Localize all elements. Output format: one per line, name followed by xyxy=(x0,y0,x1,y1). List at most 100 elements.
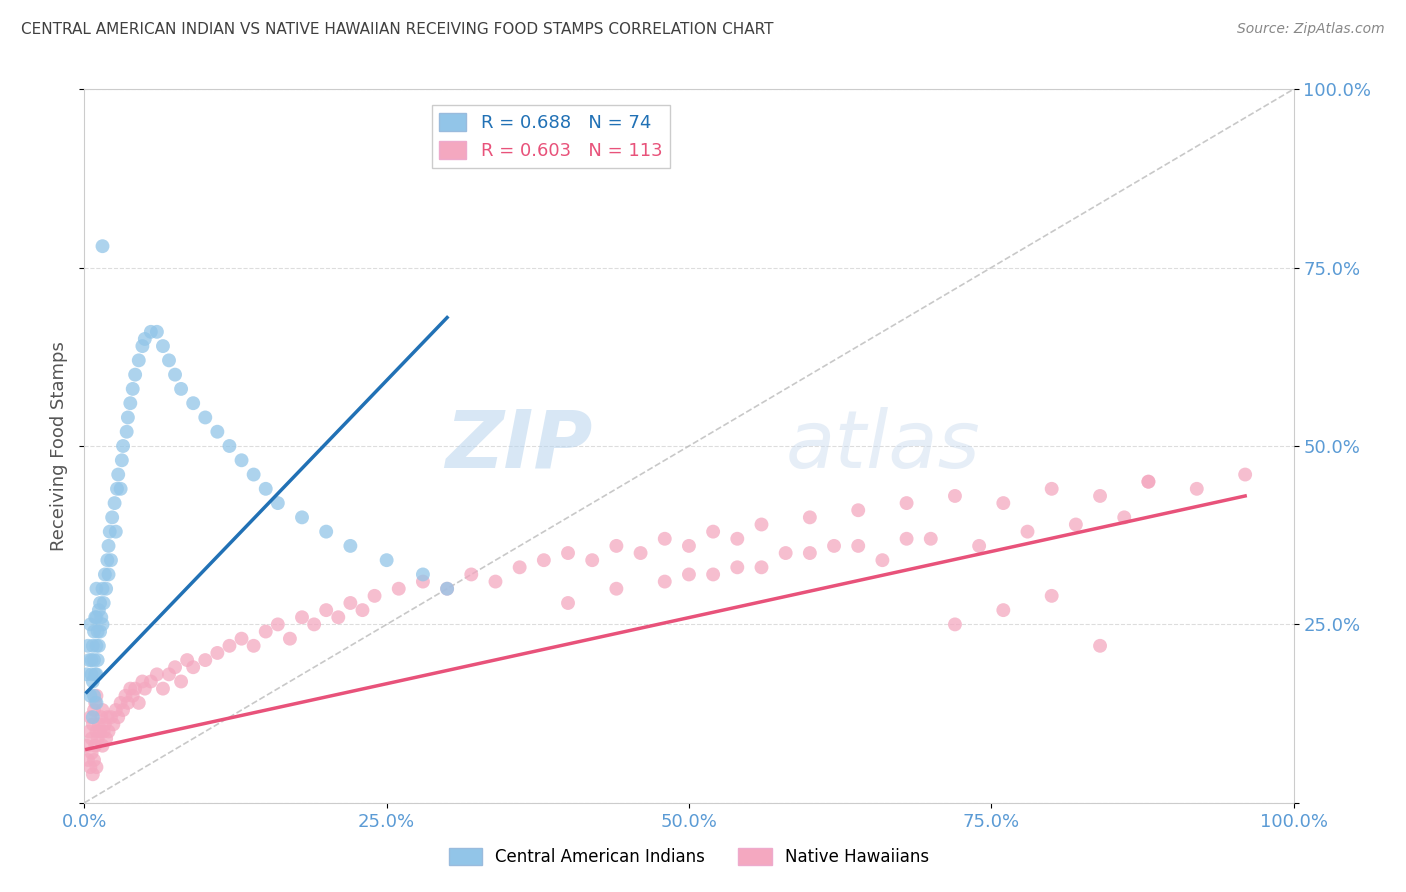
Point xyxy=(775,546,797,560)
Legend: Central American Indians, Native Hawaiians: Central American Indians, Native Hawaiia… xyxy=(441,841,936,873)
Point xyxy=(86,639,108,653)
Point xyxy=(436,582,458,596)
Point xyxy=(82,717,104,731)
Point xyxy=(96,710,118,724)
Point xyxy=(86,760,108,774)
Point xyxy=(124,681,146,696)
Point xyxy=(87,717,110,731)
Point xyxy=(89,596,111,610)
Point xyxy=(120,396,142,410)
Y-axis label: Receiving Food Stamps: Receiving Food Stamps xyxy=(51,341,69,551)
Point xyxy=(231,632,253,646)
Point xyxy=(315,603,337,617)
Point xyxy=(121,382,143,396)
Point xyxy=(117,696,139,710)
Point xyxy=(86,696,108,710)
Point xyxy=(702,567,724,582)
Point xyxy=(110,696,132,710)
Point xyxy=(83,703,105,717)
Point xyxy=(101,510,124,524)
Point xyxy=(993,603,1015,617)
Point xyxy=(110,482,132,496)
Point xyxy=(87,639,110,653)
Point xyxy=(107,467,129,482)
Point xyxy=(134,681,156,696)
Point xyxy=(134,332,156,346)
Point xyxy=(943,489,966,503)
Point xyxy=(131,674,153,689)
Point xyxy=(388,582,411,596)
Point xyxy=(231,453,253,467)
Point xyxy=(146,325,169,339)
Point xyxy=(112,703,135,717)
Point xyxy=(1114,510,1136,524)
Point xyxy=(1185,482,1208,496)
Point xyxy=(96,553,118,567)
Point xyxy=(170,382,193,396)
Point xyxy=(1064,517,1087,532)
Point xyxy=(80,667,103,681)
Point xyxy=(94,717,117,731)
Point xyxy=(176,653,198,667)
Point xyxy=(91,703,114,717)
Text: ZIP: ZIP xyxy=(444,407,592,485)
Point xyxy=(315,524,337,539)
Point xyxy=(207,425,229,439)
Point xyxy=(94,582,117,596)
Point xyxy=(1088,639,1111,653)
Point xyxy=(1234,467,1257,482)
Point xyxy=(363,589,385,603)
Point xyxy=(90,710,112,724)
Point xyxy=(165,660,187,674)
Point xyxy=(91,739,114,753)
Point xyxy=(139,674,162,689)
Point xyxy=(725,560,748,574)
Point xyxy=(111,453,134,467)
Point xyxy=(484,574,506,589)
Point xyxy=(1137,475,1160,489)
Point xyxy=(509,560,531,574)
Point xyxy=(1137,475,1160,489)
Point xyxy=(896,532,918,546)
Point xyxy=(104,524,127,539)
Point xyxy=(80,653,103,667)
Point xyxy=(146,667,169,681)
Point xyxy=(94,731,117,746)
Point xyxy=(799,546,821,560)
Point xyxy=(76,739,98,753)
Point xyxy=(678,539,700,553)
Point xyxy=(352,603,374,617)
Point xyxy=(91,239,114,253)
Point xyxy=(86,582,108,596)
Point xyxy=(82,710,104,724)
Point xyxy=(920,532,942,546)
Point xyxy=(291,510,314,524)
Point xyxy=(218,639,240,653)
Point xyxy=(93,596,115,610)
Point xyxy=(654,532,676,546)
Point xyxy=(218,439,240,453)
Point xyxy=(339,539,361,553)
Point xyxy=(678,567,700,582)
Point xyxy=(872,553,894,567)
Point xyxy=(107,710,129,724)
Point xyxy=(79,617,101,632)
Point xyxy=(436,582,458,596)
Point xyxy=(339,596,361,610)
Point xyxy=(157,667,180,681)
Point xyxy=(242,639,264,653)
Point xyxy=(114,689,136,703)
Point xyxy=(80,731,103,746)
Point xyxy=(83,689,105,703)
Point xyxy=(94,567,117,582)
Point xyxy=(84,696,107,710)
Point xyxy=(1088,489,1111,503)
Point xyxy=(84,739,107,753)
Point xyxy=(194,653,217,667)
Point xyxy=(967,539,990,553)
Point xyxy=(79,689,101,703)
Point xyxy=(605,582,627,596)
Point xyxy=(105,482,128,496)
Point xyxy=(112,439,135,453)
Point xyxy=(82,639,104,653)
